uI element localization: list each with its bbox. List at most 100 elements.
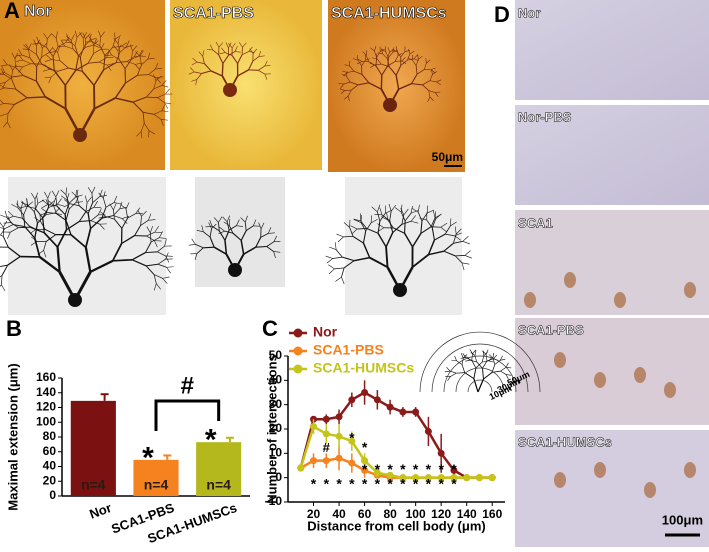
dendrite	[447, 367, 450, 371]
point	[348, 460, 355, 467]
point	[438, 450, 445, 457]
annotation: *	[438, 461, 444, 477]
y-tick-label: 0	[49, 488, 56, 502]
significance: *	[142, 441, 154, 474]
cell	[554, 472, 566, 488]
dendrite	[192, 239, 196, 245]
dendrite	[462, 263, 469, 264]
panel-label: SCA1-HUMSCs	[518, 434, 612, 449]
panel-label: SCA1-PBS	[173, 5, 254, 22]
dendrite	[465, 251, 471, 256]
dendrite	[475, 351, 476, 356]
panel-label: SCA1-PBS	[518, 322, 584, 337]
micrograph	[328, 0, 465, 172]
point	[361, 389, 368, 396]
micrograph	[0, 0, 165, 170]
annotation: *	[400, 461, 406, 477]
dendrite	[222, 63, 223, 75]
dendrite	[341, 277, 344, 284]
y-tick-label: 160	[36, 370, 56, 384]
bar-label: n=4	[206, 477, 231, 493]
soma	[223, 83, 237, 97]
point	[323, 457, 330, 464]
annotation: *	[426, 476, 432, 492]
y-tick-label: 60	[43, 444, 57, 458]
annotation: #	[323, 440, 331, 455]
legend-label: Nor	[313, 324, 338, 340]
panel-letter: A	[4, 0, 20, 23]
cell	[614, 292, 626, 308]
dendrite	[462, 263, 464, 270]
point	[348, 396, 355, 403]
dendrite	[489, 361, 494, 362]
annotation: *	[375, 476, 381, 492]
annotation: *	[426, 461, 432, 477]
dendrite	[27, 97, 45, 98]
annotation: *	[362, 476, 368, 492]
dendrite	[165, 89, 169, 94]
point	[323, 416, 330, 423]
cell	[594, 462, 606, 478]
dendrite	[445, 371, 450, 372]
dendrite	[338, 237, 343, 242]
x-axis-label: Distance from cell body (μm)	[307, 518, 485, 533]
point	[336, 413, 343, 420]
dendrite	[462, 365, 465, 373]
micrograph	[170, 0, 322, 170]
annotation: *	[324, 476, 330, 492]
panel-letter: B	[6, 316, 22, 341]
soma	[383, 98, 397, 112]
dendrite	[256, 246, 267, 247]
dendrite	[333, 257, 343, 258]
panel-label: SCA1	[518, 215, 553, 230]
point	[310, 457, 317, 464]
legend-label: SCA1-HUMSCs	[313, 360, 414, 376]
bar-label: n=4	[81, 477, 106, 493]
cell	[684, 282, 696, 298]
cell	[684, 462, 696, 478]
dendrite	[18, 227, 30, 228]
dendrite	[506, 363, 508, 368]
dendrite	[483, 372, 492, 379]
annotation: *	[400, 476, 406, 492]
dendrite	[327, 258, 333, 263]
y-tick-label: 20	[43, 473, 57, 487]
point	[425, 428, 432, 435]
dendrite	[486, 350, 488, 355]
dendrite	[456, 373, 464, 374]
scale-bar-label: 100μm	[662, 512, 703, 527]
soma	[73, 128, 87, 142]
dendrite	[465, 360, 470, 361]
point	[399, 408, 406, 415]
dendrite	[500, 367, 506, 371]
dendrite	[482, 356, 484, 362]
dendrite	[474, 368, 476, 379]
dendrite	[0, 221, 3, 227]
cell	[524, 292, 536, 308]
dendrite	[405, 221, 406, 233]
y-tick-label: 80	[43, 429, 57, 443]
panel-label: Nor	[24, 3, 52, 20]
dendrite	[500, 371, 506, 374]
dendrite	[2, 265, 8, 275]
dendrite	[506, 375, 511, 376]
cell	[634, 367, 646, 383]
dendrite	[329, 269, 335, 274]
dendrite	[493, 355, 497, 359]
dendrite	[461, 358, 466, 359]
annotation: *	[413, 461, 419, 477]
annotation: *	[387, 476, 393, 492]
dendrite	[463, 241, 470, 244]
scale-bar-label: 50μm	[432, 150, 463, 164]
point	[310, 423, 317, 430]
point	[412, 408, 419, 415]
bar-label: n=4	[144, 477, 169, 493]
dendrite	[1, 229, 5, 235]
cell	[594, 372, 606, 388]
micrograph	[515, 0, 709, 100]
dendrite	[3, 221, 7, 227]
x-tick-label: Nor	[87, 500, 113, 522]
annotation: *	[375, 461, 381, 477]
point	[374, 396, 381, 403]
